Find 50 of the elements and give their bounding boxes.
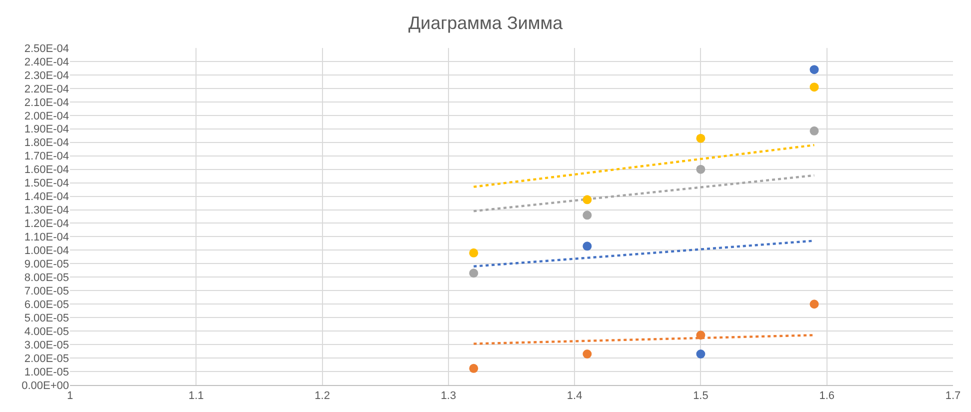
y-tick-label: 1.90E-04 [24, 124, 69, 136]
x-tick-label: 1.5 [693, 390, 708, 402]
x-tick-label: 1.3 [440, 390, 456, 402]
x-tick-label: 1 [66, 390, 74, 402]
point [810, 126, 819, 136]
y-tick-label: 5.00E-05 [24, 312, 69, 324]
point [696, 350, 706, 358]
y-tick-label: 1.00E-04 [24, 245, 69, 258]
point [810, 300, 819, 309]
y-tick-label: 1.70E-04 [24, 150, 69, 163]
y-tick-label: 2.30E-04 [24, 70, 69, 82]
y-tick-label: 1.60E-04 [24, 164, 69, 176]
y-tick-label: 1.50E-04 [24, 178, 69, 190]
y-tick-label: 0.00E+00 [22, 380, 69, 392]
x-tick-label: 1.1 [188, 390, 204, 402]
y-tick-label: 1.30E-04 [24, 204, 69, 217]
y-tick-label: 9.00E-05 [24, 258, 69, 271]
point [582, 242, 592, 251]
y-tick-label: 7.00E-05 [24, 285, 69, 298]
y-tick-label: 2.40E-04 [24, 56, 69, 68]
point [582, 210, 592, 220]
chart-title: Диаграмма Зимма [408, 13, 564, 34]
y-tick-label: 1.00E-05 [24, 366, 69, 378]
x-tick-label: 1.4 [566, 390, 582, 402]
y-tick-label: 1.20E-04 [24, 218, 69, 230]
y-tick-label: 3.00E-05 [24, 339, 69, 352]
point [696, 134, 706, 143]
y-tick-label: 8.00E-05 [24, 272, 69, 284]
y-tick-label: 1.40E-04 [24, 191, 69, 204]
point [582, 195, 592, 204]
x-tick-label: 1.2 [314, 390, 330, 402]
point [582, 350, 592, 358]
x-tick-label: 1.6 [819, 390, 835, 402]
point [469, 248, 478, 258]
y-tick-label: 4.00E-05 [24, 326, 69, 338]
point [469, 268, 478, 278]
point [810, 82, 819, 92]
y-tick-label: 1.80E-04 [24, 137, 69, 150]
y-tick-label: 1.10E-04 [24, 232, 69, 244]
point [696, 164, 706, 174]
y-tick-label: 2.10E-04 [24, 96, 69, 109]
y-tick-label: 2.20E-04 [24, 83, 69, 96]
y-tick-label: 2.00E-05 [24, 352, 69, 365]
y-tick-label: 6.00E-05 [24, 298, 69, 311]
y-tick-label: 2.50E-04 [24, 42, 69, 55]
point [696, 330, 706, 340]
y-tick-label: 2.00E-04 [24, 110, 69, 122]
point [810, 65, 819, 74]
point [469, 364, 478, 373]
x-tick-label: 1.7 [945, 390, 961, 402]
